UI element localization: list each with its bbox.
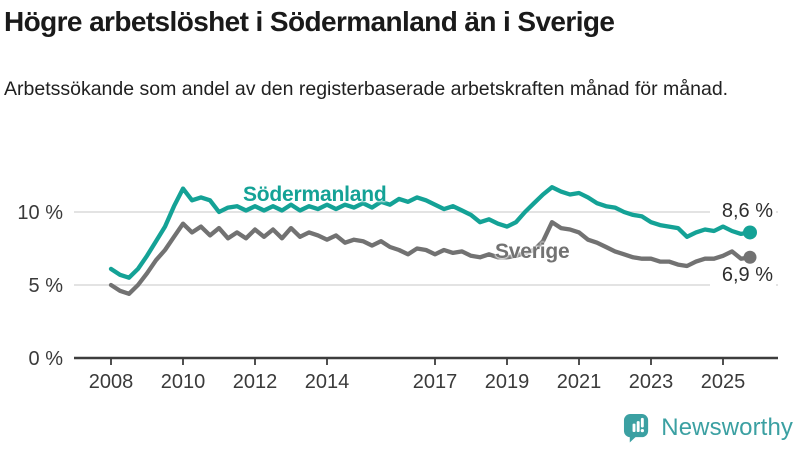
series-line-sodermanland — [108, 185, 753, 280]
newsworthy-logo: Newsworthy — [623, 413, 793, 443]
newsworthy-wordmark: Newsworthy — [661, 414, 793, 441]
x-axis-label: 2017 — [413, 371, 458, 393]
series-line-sverige — [108, 220, 753, 296]
series-label-sverige: Sverige — [495, 240, 570, 263]
x-axis-label: 2025 — [701, 371, 746, 393]
end-dot-sverige — [743, 250, 757, 264]
x-axis-label: 2010 — [161, 371, 206, 393]
y-axis-label: 0 % — [29, 348, 64, 370]
x-axis-label: 2012 — [233, 371, 278, 393]
end-value-sverige: 6,9 % — [710, 264, 776, 287]
x-axis-label: 2023 — [629, 371, 674, 393]
series-label-sodermanland: Södermanland — [243, 183, 387, 206]
x-axis-label: 2021 — [557, 371, 602, 393]
x-axis-label: 2014 — [305, 371, 350, 393]
bar-chart-speech-bubble-icon — [624, 413, 649, 443]
chart-subtitle: Arbetssökande som andel av den registerb… — [4, 78, 729, 100]
end-value-sodermanland: 8,6 % — [710, 200, 776, 223]
y-axis-label: 5 % — [29, 275, 64, 297]
chart-title: Högre arbetslöshet i Södermanland än i S… — [4, 6, 615, 37]
end-dot-sodermanland — [743, 225, 757, 240]
y-axis-label: 10 % — [17, 202, 63, 224]
x-axis-label: 2008 — [89, 371, 134, 393]
x-axis-label: 2019 — [485, 371, 530, 393]
